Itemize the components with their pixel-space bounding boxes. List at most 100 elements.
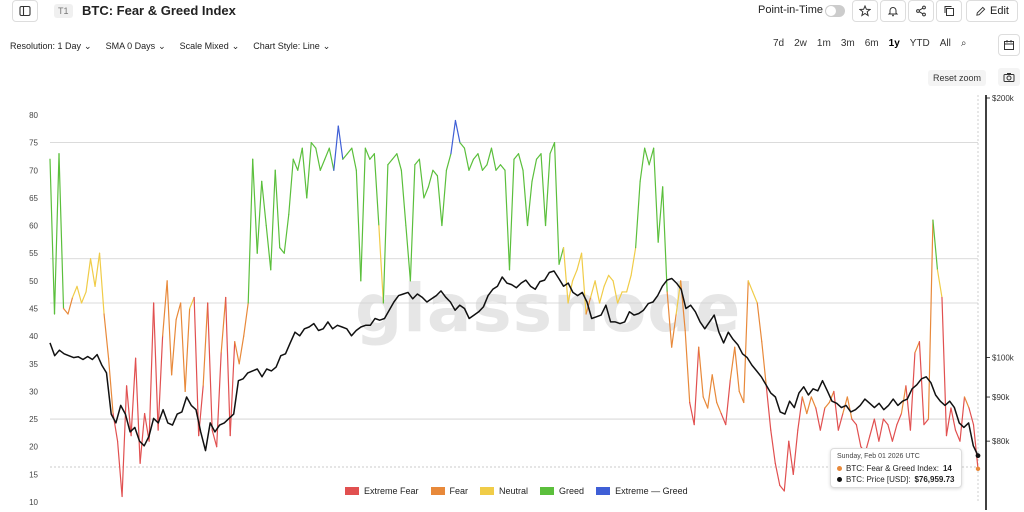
fg-index-segment [828,390,835,404]
point-in-time-toggle[interactable] [825,5,845,17]
chart-badge: T1 [54,4,73,18]
fg-index-segment [824,401,830,409]
fg-index-segment [175,302,182,321]
sma-dropdown[interactable]: SMA 0 Days ⌄ [105,40,166,52]
fg-index-segment [193,296,200,437]
fg-index-segment [752,291,758,304]
range-6m[interactable]: 6m [864,38,879,49]
fg-index-segment [788,440,794,475]
fg-index-segment [770,429,776,464]
fg-index-segment [657,186,664,243]
fg-index-segment [180,302,186,393]
legend-swatch [345,487,359,495]
fg-index-segment [139,412,146,464]
fg-index-segment [738,390,745,404]
fg-index-segment [107,357,114,415]
favorite-button[interactable] [852,0,878,22]
fg-index-segment [905,385,912,431]
fg-index-segment [608,274,614,282]
fg-index-segment [171,318,177,376]
range-3m[interactable]: 3m [840,38,855,49]
fg-index-segment [189,296,195,310]
chart-tooltip: Sunday, Feb 01 2026 UTC BTC: Fear & Gree… [830,448,962,488]
fg-index-segment [94,252,101,287]
chart-style-dropdown[interactable]: Chart Style: Line ⌄ [253,40,331,52]
sidebar-toggle-button[interactable] [12,0,38,22]
fg-index-segment [630,247,637,276]
y-tick-label: 45 [29,305,38,314]
fg-index-segment [450,119,457,155]
price-current-point [975,453,981,459]
scale-dropdown[interactable]: Scale Mixed ⌄ [179,40,240,52]
fg-index-segment [891,424,898,442]
fg-index-segment [369,153,375,160]
edit-button[interactable]: Edit [966,0,1018,22]
page-title: BTC: Fear & Greed Index [82,3,236,18]
y-tick-label: 35 [29,360,38,369]
alert-button[interactable] [880,0,906,22]
fg-index-segment [635,180,641,249]
date-picker-button[interactable] [998,34,1020,56]
screenshot-button[interactable] [998,68,1020,86]
fg-index-segment [517,153,524,171]
range-1m[interactable]: 1m [816,38,831,49]
fg-index-segment [540,153,547,227]
fg-index-segment [909,352,916,431]
fg-index-segment [932,219,939,271]
fg-index-segment [972,424,979,470]
fg-index-segment [900,385,907,415]
fg-index-segment [855,424,862,448]
fg-index-segment [653,147,659,243]
fg-index-segment [765,385,772,431]
range-all[interactable]: All [939,38,951,49]
fg-index-segment [468,158,475,171]
range-7d[interactable]: 7d [773,38,785,49]
fg-index-segment [166,280,173,376]
fg-index-segment [878,418,884,442]
fg-index-segment [346,147,353,155]
fg-index-segment [774,462,781,487]
fg-index-segment [98,252,105,315]
fg-index-segment [71,285,78,299]
fg-index-segment [405,224,411,282]
duplicate-button[interactable] [936,0,962,22]
fg-index-segment [76,285,83,304]
range-1y[interactable]: 1y [888,38,900,49]
legend-label: Greed [559,486,585,496]
share-button[interactable] [908,0,934,22]
fg-index-segment [959,396,966,442]
legend-item[interactable]: Greed [540,486,584,496]
fg-index-segment [229,341,236,437]
legend-item[interactable]: Extreme Fear [345,486,419,496]
resolution-dropdown[interactable]: Resolution: 1 Day ⌄ [10,40,92,52]
legend-item[interactable]: Extreme — Greed [596,486,688,496]
fg-index-segment [463,147,470,171]
fg-index-segment [418,158,425,199]
fg-index-segment [779,484,785,492]
tooltip-row-price: BTC: Price [USD]: $76,959.73 [837,474,955,485]
chart-legend: Extreme Fear Fear Neutral Greed Extreme — Gr… [345,486,688,496]
y-tick-label: 30 [29,387,38,396]
fg-index-segment [351,147,357,171]
zoom-search-icon[interactable]: ⌕ [960,38,967,49]
fg-index-segment [409,164,416,282]
range-2w[interactable]: 2w [794,38,807,49]
edit-label: Edit [990,5,1009,17]
fg-index-segment [747,280,754,293]
right-tick-label: $100k [992,354,1015,363]
fg-index-segment [927,219,934,420]
fg-index-segment [432,169,439,177]
fg-index-segment [567,280,574,304]
fg-index-segment [648,147,655,166]
fg-index-segment [707,374,713,409]
legend-item[interactable]: Fear [430,486,468,496]
fg-index-segment [62,307,69,315]
fg-index-segment [67,296,74,315]
fg-index-segment [666,291,673,348]
range-ytd[interactable]: YTD [909,38,930,49]
legend-item[interactable]: Neutral [480,486,528,496]
fg-index-segment [549,142,556,155]
right-tick-label: $200k [992,94,1015,103]
fg-index-segment [851,418,857,426]
reset-zoom-button[interactable]: Reset zoom [928,70,987,86]
